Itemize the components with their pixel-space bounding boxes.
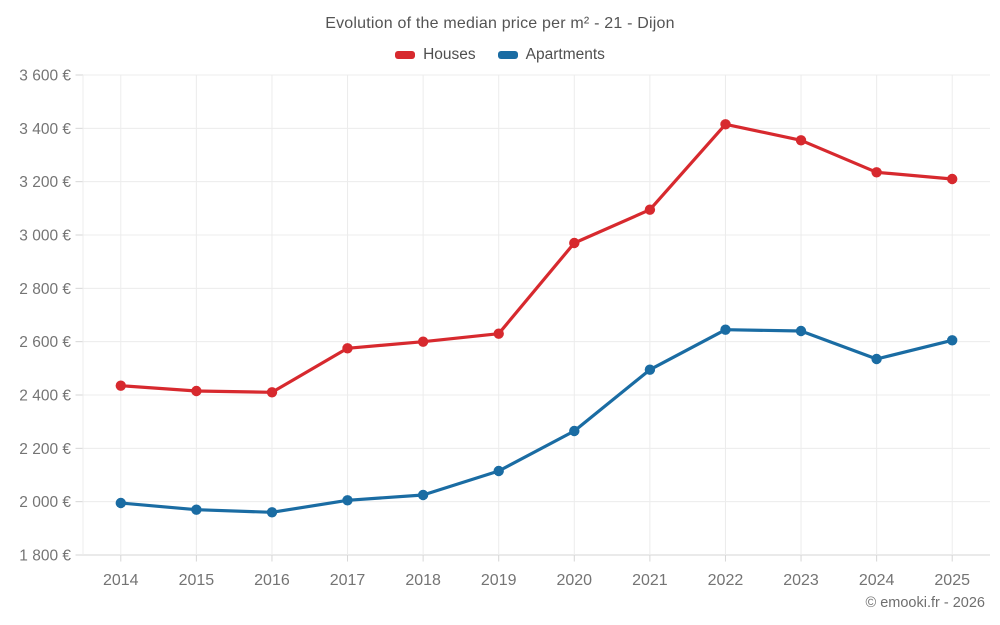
data-point-houses-2015[interactable] <box>191 385 202 397</box>
x-axis-label: 2025 <box>934 572 970 589</box>
data-point-houses-2020[interactable] <box>569 237 580 249</box>
data-point-houses-2024[interactable] <box>871 167 882 178</box>
data-point-apartments-2024[interactable] <box>871 353 882 365</box>
data-point-houses-2021[interactable] <box>644 204 656 215</box>
y-axis-label: 2 400 € <box>19 388 71 405</box>
x-axis-label: 2024 <box>859 572 895 589</box>
data-point-apartments-2021[interactable] <box>644 364 656 375</box>
legend-item-houses[interactable]: Houses <box>395 46 476 64</box>
x-axis-label: 2021 <box>632 572 668 589</box>
x-axis-label: 2016 <box>254 572 290 589</box>
x-axis-label: 2017 <box>330 572 366 589</box>
legend: Houses Apartments <box>0 46 1000 64</box>
chart-title: Evolution of the median price per m² - 2… <box>325 15 675 32</box>
data-point-apartments-2016[interactable] <box>266 507 278 518</box>
y-axis-label: 2 600 € <box>19 334 71 351</box>
data-point-houses-2019[interactable] <box>493 328 504 339</box>
y-axis-label: 3 600 € <box>19 68 71 85</box>
y-axis-label: 3 400 € <box>19 121 71 138</box>
x-axis-label: 2015 <box>179 572 215 589</box>
data-point-apartments-2020[interactable] <box>569 425 580 437</box>
data-point-houses-2014[interactable] <box>115 380 127 391</box>
data-point-apartments-2015[interactable] <box>191 504 202 515</box>
data-point-houses-2017[interactable] <box>342 343 353 354</box>
series-line-houses <box>119 122 954 394</box>
y-axis-label: 1 800 € <box>19 548 71 565</box>
x-axis-label: 2018 <box>405 572 441 589</box>
x-axis-label: 2023 <box>783 572 819 589</box>
x-axis-label: 2022 <box>708 572 744 589</box>
houses-series-swatch-icon <box>395 51 416 59</box>
data-point-houses-2023[interactable] <box>795 135 807 146</box>
data-point-houses-2016[interactable] <box>266 387 278 398</box>
x-axis-label: 2020 <box>556 572 592 589</box>
footer-credit: © emooki.fr - 2026 <box>865 595 985 611</box>
data-point-apartments-2025[interactable] <box>947 335 958 346</box>
y-axis-label: 2 000 € <box>19 494 71 511</box>
x-axis-label: 2019 <box>481 572 517 589</box>
y-axis-label: 2 800 € <box>19 281 71 298</box>
y-axis-label: 3 200 € <box>19 174 71 191</box>
legend-label-apartments: Apartments <box>525 46 605 63</box>
legend-item-apartments[interactable]: Apartments <box>497 46 605 64</box>
data-point-houses-2025[interactable] <box>947 173 958 185</box>
data-point-apartments-2014[interactable] <box>115 497 127 509</box>
apartments-series-swatch-icon <box>497 51 518 59</box>
y-axis-label: 3 000 € <box>19 228 71 245</box>
x-axis-label: 2014 <box>103 572 139 589</box>
y-axis-label: 2 200 € <box>19 441 71 458</box>
data-point-apartments-2018[interactable] <box>417 489 429 501</box>
legend-label-houses: Houses <box>423 46 476 63</box>
series-line-apartments <box>119 328 954 514</box>
data-point-apartments-2022[interactable] <box>720 324 731 335</box>
data-point-apartments-2023[interactable] <box>795 325 807 337</box>
data-point-houses-2022[interactable] <box>720 119 731 130</box>
data-point-houses-2018[interactable] <box>417 336 429 347</box>
data-point-apartments-2017[interactable] <box>342 495 353 506</box>
data-point-apartments-2019[interactable] <box>493 465 504 477</box>
